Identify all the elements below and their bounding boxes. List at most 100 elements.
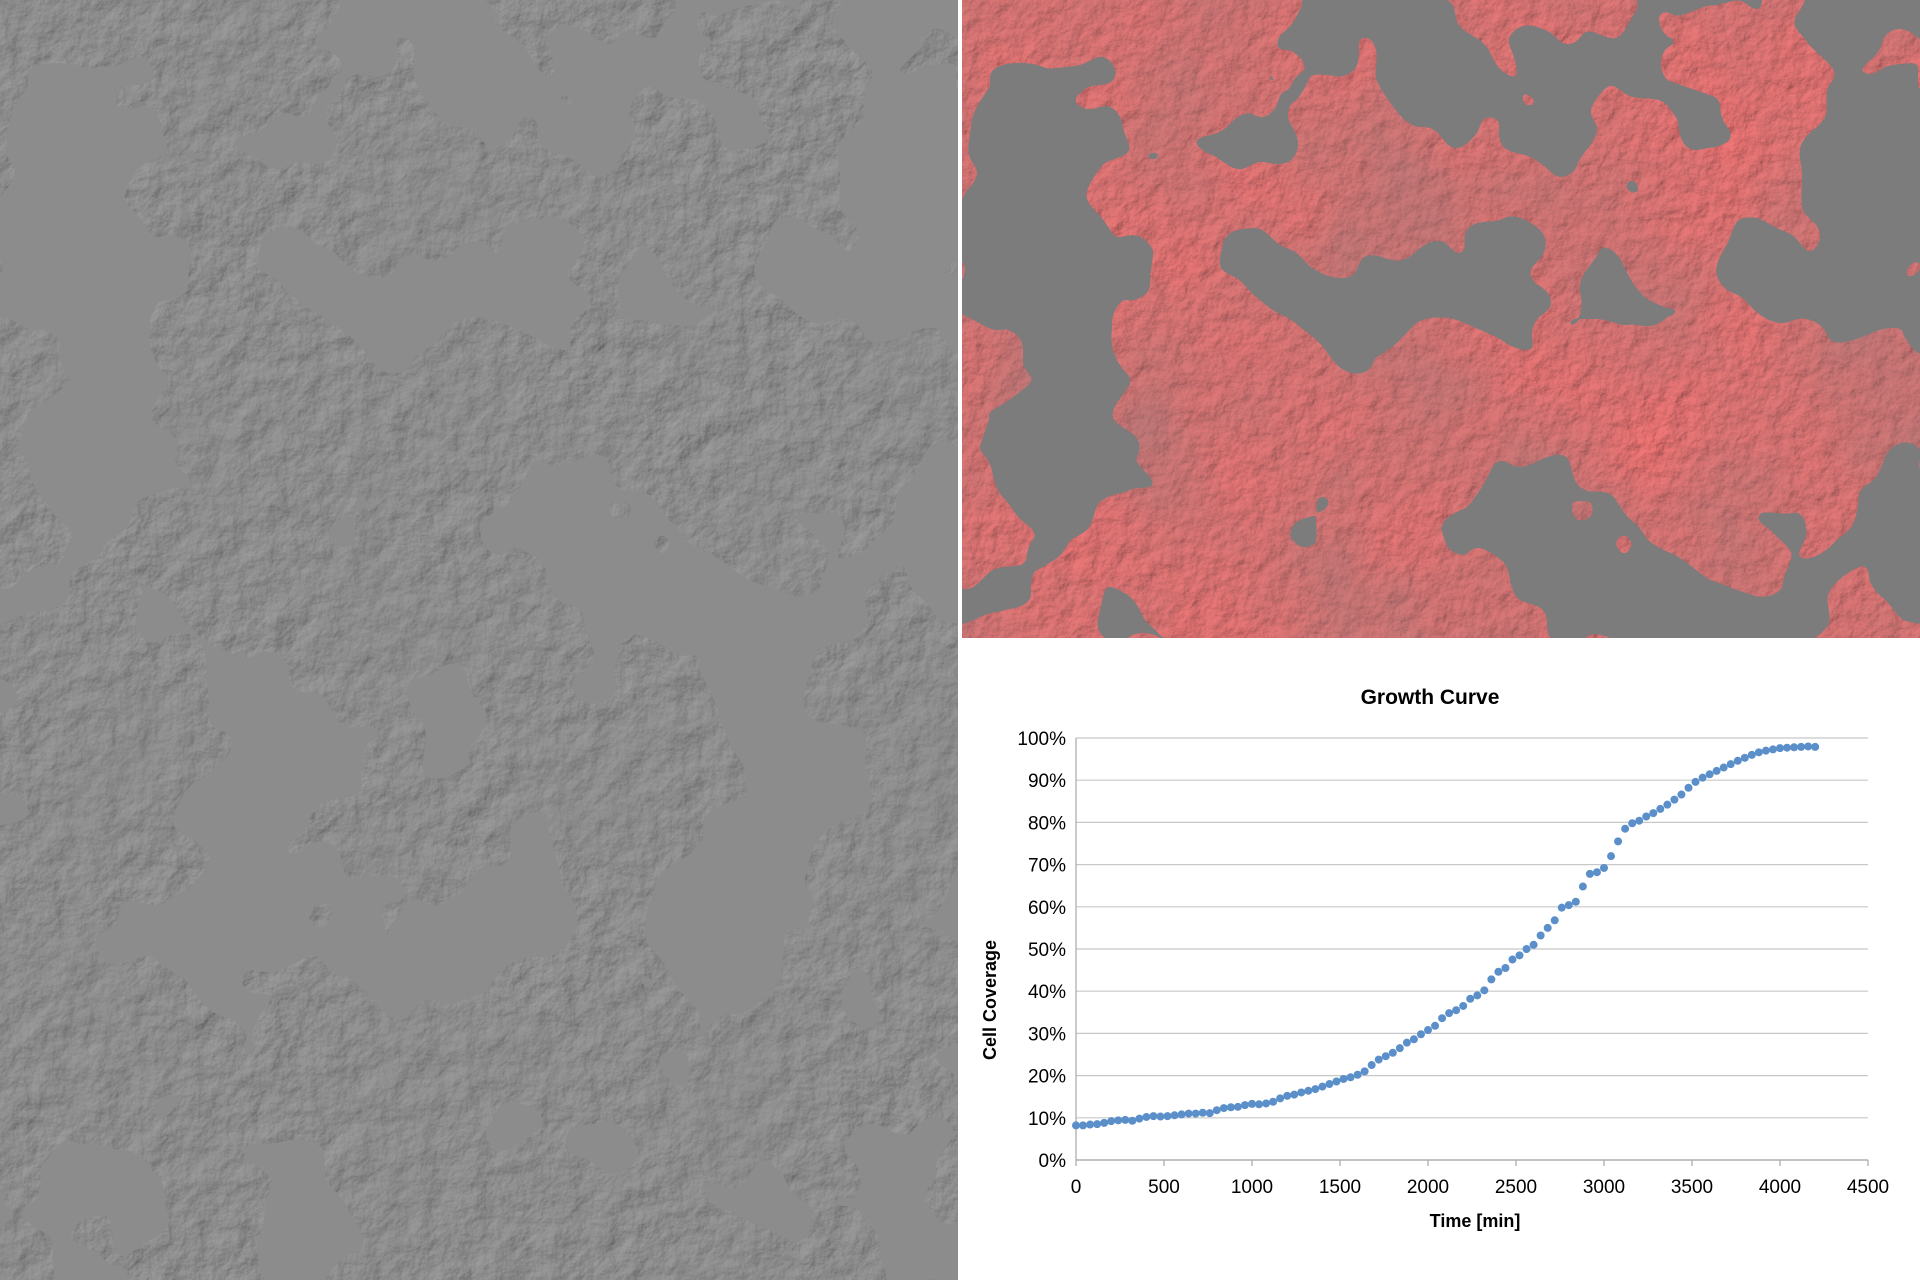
y-tick-label: 30%: [1028, 1024, 1066, 1045]
data-point: [1107, 1117, 1116, 1126]
data-point: [1233, 1102, 1242, 1111]
data-point: [1621, 824, 1630, 833]
data-point: [1149, 1112, 1158, 1121]
data-point: [1670, 795, 1679, 804]
data-point: [1226, 1103, 1235, 1112]
data-point: [1219, 1104, 1228, 1113]
data-point: [1473, 991, 1482, 1000]
data-point: [1585, 869, 1594, 878]
data-point: [1635, 816, 1644, 825]
data-point: [1325, 1080, 1334, 1089]
y-tick-label: 100%: [1017, 729, 1066, 750]
data-point: [1255, 1100, 1264, 1109]
data-point: [1402, 1038, 1411, 1047]
data-point: [1480, 986, 1489, 995]
data-point: [1677, 790, 1686, 799]
data-point: [1712, 766, 1721, 775]
data-point: [1776, 744, 1784, 753]
data-point: [1705, 770, 1714, 779]
x-axis-label: Time [min]: [1430, 1211, 1521, 1231]
data-point: [1740, 753, 1749, 762]
data-point: [1768, 745, 1777, 754]
data-point: [1698, 773, 1707, 782]
chart-svg: Growth Curve 0% 10% 20% 30% 40% 50% 60% 70% 80% 9…: [980, 686, 1889, 1231]
segmentation-overlay-image: [962, 0, 1920, 638]
data-point: [1797, 742, 1806, 751]
data-point: [1790, 743, 1799, 752]
data-point: [1761, 746, 1770, 755]
data-point: [1747, 750, 1756, 759]
data-point: [1205, 1109, 1214, 1118]
data-point: [1719, 763, 1728, 772]
data-point: [1783, 743, 1792, 752]
data-point: [1367, 1061, 1376, 1070]
x-tick-label: 500: [1148, 1177, 1180, 1198]
data-point: [1170, 1111, 1179, 1120]
data-point: [1184, 1109, 1193, 1118]
data-point: [1304, 1086, 1313, 1095]
data-points: [1072, 742, 1820, 1130]
data-point: [1607, 852, 1616, 861]
cell-micrograph-image: [0, 0, 958, 1280]
data-point: [1381, 1052, 1390, 1061]
data-point: [1114, 1116, 1123, 1125]
data-point: [1156, 1112, 1165, 1121]
x-tick-label: 4500: [1847, 1177, 1889, 1198]
data-point: [1592, 868, 1601, 877]
x-tick-label: 2000: [1407, 1177, 1449, 1198]
data-point: [1649, 809, 1658, 818]
data-point: [1515, 951, 1524, 960]
data-point: [1072, 1121, 1080, 1130]
data-point: [1409, 1035, 1418, 1044]
data-point: [1628, 819, 1637, 828]
micrograph-svg: [0, 0, 958, 1280]
y-tick-label: 10%: [1028, 1109, 1066, 1130]
y-tick-label: 80%: [1028, 813, 1066, 834]
data-point: [1339, 1074, 1348, 1083]
data-point: [1100, 1118, 1109, 1127]
data-point: [1536, 931, 1545, 940]
data-point: [1240, 1101, 1249, 1110]
data-point: [1262, 1099, 1271, 1108]
y-tick-label: 50%: [1028, 940, 1066, 961]
segmentation-svg: [962, 0, 1920, 638]
data-point: [1459, 1001, 1468, 1010]
data-point: [1438, 1014, 1447, 1023]
data-point: [1466, 994, 1475, 1003]
data-point: [1529, 940, 1538, 949]
y-tick-label: 20%: [1028, 1067, 1066, 1088]
data-point: [1564, 901, 1573, 910]
data-point: [1600, 863, 1608, 872]
data-point: [1360, 1067, 1369, 1076]
data-point: [1128, 1116, 1137, 1125]
y-tick-label: 0%: [1039, 1151, 1067, 1172]
x-tick-label: 1500: [1319, 1177, 1361, 1198]
y-tick-label: 60%: [1028, 898, 1066, 919]
data-point: [1726, 760, 1735, 769]
y-tick-label: 40%: [1028, 982, 1066, 1003]
data-point: [1445, 1009, 1454, 1018]
data-point: [1663, 800, 1672, 809]
data-point: [1374, 1055, 1383, 1064]
data-point: [1269, 1097, 1278, 1106]
data-point: [1557, 903, 1566, 912]
data-point: [1318, 1082, 1327, 1091]
data-point: [1501, 963, 1510, 972]
data-point: [1656, 804, 1665, 813]
y-tick-label: 70%: [1028, 856, 1066, 877]
panel-divider: [958, 0, 962, 1280]
data-point: [1297, 1088, 1306, 1097]
data-point: [1431, 1021, 1440, 1030]
data-point: [1550, 916, 1559, 925]
data-point: [1614, 837, 1623, 846]
data-point: [1191, 1109, 1200, 1118]
data-point: [1804, 742, 1813, 751]
y-axis-label: Cell Coverage: [980, 940, 1000, 1060]
data-point: [1276, 1094, 1285, 1103]
data-point: [1543, 923, 1552, 932]
data-point: [1135, 1114, 1144, 1123]
data-point: [1395, 1044, 1404, 1053]
y-tick-label: 90%: [1028, 771, 1066, 792]
x-tick-label: 3000: [1583, 1177, 1625, 1198]
data-point: [1290, 1090, 1299, 1099]
